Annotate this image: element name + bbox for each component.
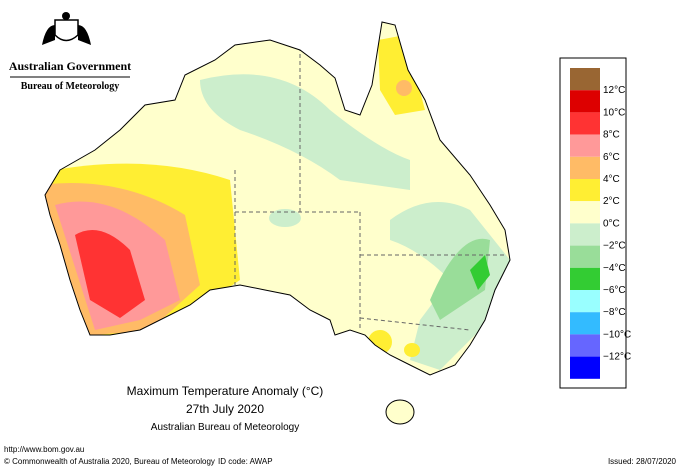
footer-copyright: © Commonwealth of Australia 2020, Bureau… (4, 457, 215, 466)
legend-swatch (570, 179, 600, 202)
legend-label: −6°C (603, 285, 626, 296)
legend-label: −12°C (603, 352, 631, 363)
map-title: Maximum Temperature Anomaly (°C) (127, 384, 324, 398)
map-source: Australian Bureau of Meteorology (151, 422, 299, 433)
legend-label: −8°C (603, 307, 626, 318)
legend-label: 0°C (603, 218, 620, 229)
footer-id: ID code: AWAP (218, 457, 273, 466)
footer-url: http://www.bom.gov.au (4, 445, 84, 454)
map-date: 27th July 2020 (186, 402, 264, 416)
legend-label: −2°C (603, 241, 626, 252)
tasmania (385, 399, 415, 425)
legend-label: −4°C (603, 263, 626, 274)
gov-name: Australian Government (9, 59, 131, 73)
legend-swatch (570, 267, 600, 290)
legend-swatch (570, 201, 600, 224)
legend-label: 8°C (603, 130, 620, 141)
legend-label: 4°C (603, 174, 620, 185)
legend-label: 12°C (603, 85, 625, 96)
legend-swatch (570, 356, 600, 379)
legend-swatch (570, 68, 600, 91)
legend-label: 6°C (603, 152, 620, 163)
legend-swatch (570, 245, 600, 268)
legend-swatch (570, 334, 600, 357)
legend-swatch (570, 134, 600, 157)
legend-swatch (570, 90, 600, 113)
legend-swatch (570, 223, 600, 246)
footer-issued: Issued: 28/07/2020 (608, 457, 677, 466)
legend: 12°C 10°C 8°C 6°C 4°C 2°C 0°C −2°C −4°C −6°C −8°C −… (570, 68, 631, 379)
crest (42, 12, 91, 45)
legend-swatch (570, 290, 600, 313)
legend-label: −10°C (603, 329, 631, 340)
legend-swatch (570, 312, 600, 335)
legend-label: 10°C (603, 107, 625, 118)
legend-swatch (570, 112, 600, 135)
legend-swatch (570, 156, 600, 179)
legend-label: 2°C (603, 196, 620, 207)
agency-name: Bureau of Meteorology (21, 81, 120, 92)
